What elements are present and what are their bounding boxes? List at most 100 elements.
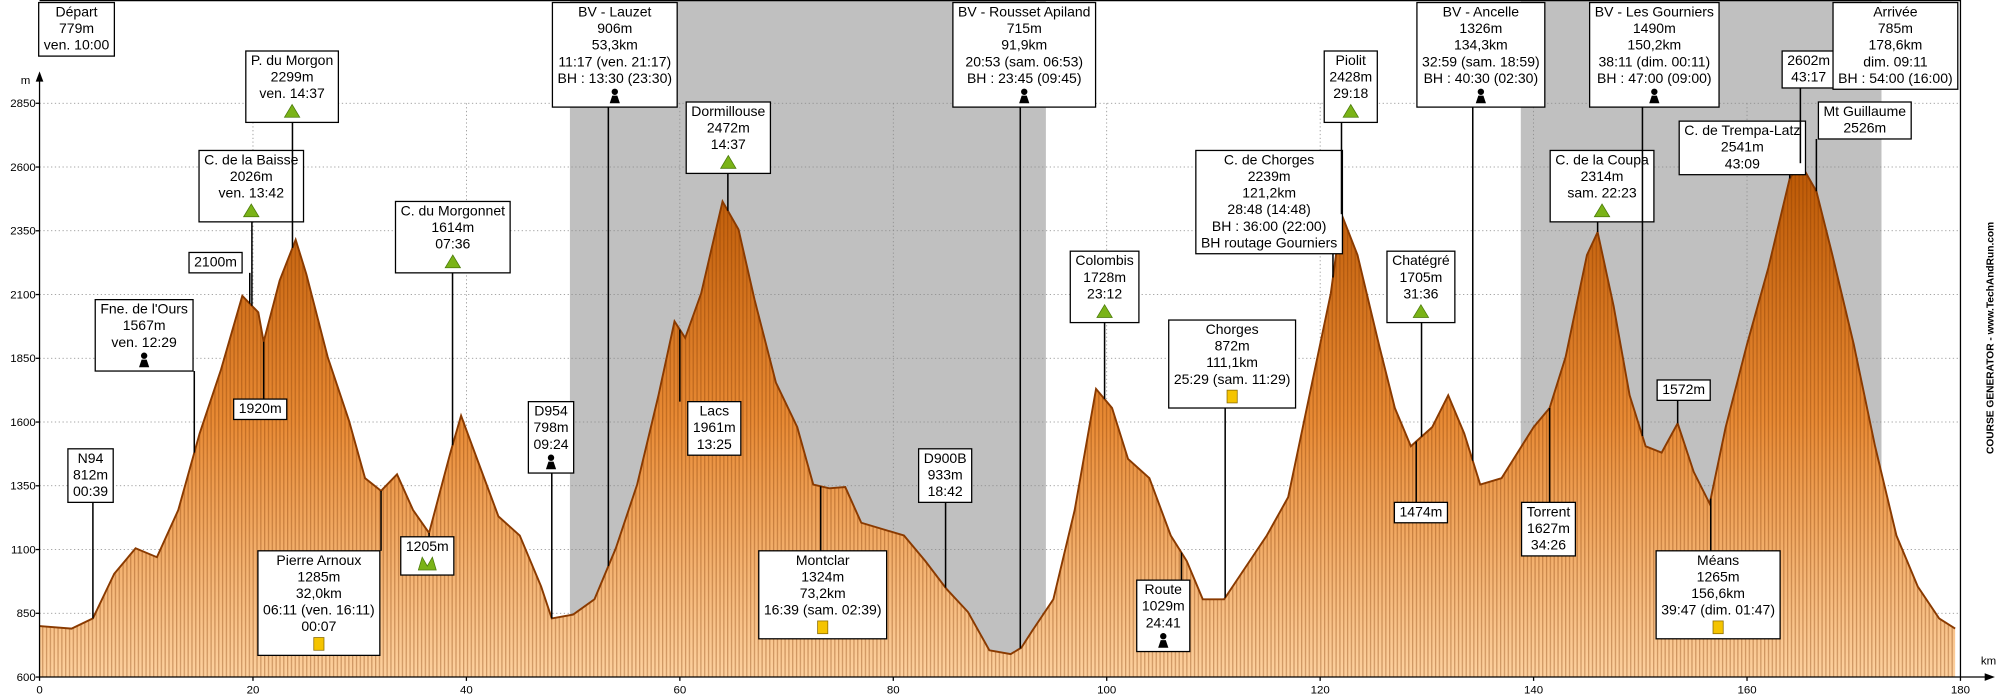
staff-icon-body xyxy=(545,461,557,470)
col-icon xyxy=(417,556,437,571)
waypoint-text: Arrivée xyxy=(1873,4,1918,20)
waypoint-box xyxy=(1781,50,1836,89)
waypoint-text: 34:26 xyxy=(1531,537,1566,553)
waypoint-text: 24:41 xyxy=(1146,614,1181,630)
x-tick-label: 20 xyxy=(247,685,260,697)
staff-icon-body xyxy=(1158,640,1169,648)
waypoint-text: 1627m xyxy=(1527,520,1570,536)
waypoint-text: Torrent xyxy=(1527,503,1571,519)
waypoint-box xyxy=(400,536,455,576)
waypoint-text: BH : 36:00 (22:00) xyxy=(1212,218,1327,234)
waypoint-text: Mt Guillaume xyxy=(1824,103,1907,119)
waypoint-text: 73,2km xyxy=(800,585,846,601)
waypoint-box xyxy=(685,101,772,175)
y-axis-label: m xyxy=(21,75,31,87)
drink-icon xyxy=(313,637,325,651)
y-tick-label: 1350 xyxy=(10,481,36,493)
waypoint-text: N94 xyxy=(78,450,104,466)
waypoint-text: 2100m xyxy=(194,253,237,269)
waypoint-text: Route xyxy=(1145,581,1183,597)
x-tick-label: 60 xyxy=(673,685,686,697)
frame-layer: 600 850 1100 1350 1600 1850 2100 2350 2600 2850 0 2… xyxy=(10,0,1997,697)
peak-icon xyxy=(1593,203,1611,218)
waypoint-text: 18:42 xyxy=(928,483,963,499)
waypoint-text: 39:47 (dim. 01:47) xyxy=(1661,602,1775,618)
waypoint-text: 13:25 xyxy=(697,436,732,452)
y-tick-label: 2600 xyxy=(10,162,36,174)
waypoint-text: 31:36 xyxy=(1403,285,1438,301)
waypoint-text: BV - Ancelle xyxy=(1443,4,1520,20)
waypoint-text: 43:09 xyxy=(1725,155,1760,171)
waypoint-text: 28:48 (14:48) xyxy=(1227,201,1310,217)
x-tick-label: 0 xyxy=(36,685,42,697)
x-tick-label: 160 xyxy=(1737,685,1756,697)
waypoint-box xyxy=(527,401,575,474)
waypoint-box xyxy=(188,251,243,274)
waypoint-text: dim. 09:11 xyxy=(1863,53,1928,69)
waypoint-box xyxy=(1520,501,1577,557)
waypoint-text: Piolit xyxy=(1336,52,1366,68)
waypoint-text: BV - Les Gourniers xyxy=(1595,4,1714,20)
drink-icon xyxy=(817,620,829,635)
staff-icon-head xyxy=(140,352,148,359)
waypoint-text: 23:12 xyxy=(1087,285,1122,301)
waypoint-text: 134,3km xyxy=(1454,37,1508,53)
y-tick-label: 850 xyxy=(17,608,36,620)
waypoint-text: 1920m xyxy=(239,400,282,416)
waypoint-box xyxy=(1195,149,1344,255)
waypoint-text: 1490m xyxy=(1633,20,1676,36)
waypoint-text: Chatégré xyxy=(1392,252,1450,268)
waypoint-text: 872m xyxy=(1215,338,1250,354)
waypoint-text: 00:07 xyxy=(301,618,336,634)
waypoint-text: BH routage Gourniers xyxy=(1201,234,1337,250)
waypoint-box xyxy=(67,448,114,504)
staff-icon-body xyxy=(139,359,150,368)
x-tick-label: 120 xyxy=(1311,685,1330,697)
staff-icon-head xyxy=(1651,88,1658,95)
peak-icon xyxy=(1096,303,1113,318)
waypoint-text: 1614m xyxy=(431,219,474,235)
waypoint-text: 09:24 xyxy=(533,436,568,452)
waypoint-text: D954 xyxy=(534,403,568,419)
waypoint-text: 2428m xyxy=(1329,69,1372,85)
waypoint-text: Pierre Arnoux xyxy=(276,552,361,568)
waypoint-text: 06:11 (ven. 16:11) xyxy=(263,602,375,618)
waypoint-box xyxy=(1136,579,1191,653)
waypoint-text: 53,3km xyxy=(592,37,638,53)
waypoint-text: 150,2km xyxy=(1627,37,1681,53)
waypoint-text: BH : 13:30 (23:30) xyxy=(558,70,673,86)
waypoint-text: 2299m xyxy=(271,69,314,85)
staff-icon-body xyxy=(1019,95,1030,104)
x-axis-arrow xyxy=(1984,673,1995,681)
waypoint-text: 43:17 xyxy=(1791,69,1826,85)
waypoint-text: 2239m xyxy=(1248,168,1291,184)
waypoint-text: 178,6km xyxy=(1869,37,1923,53)
waypoint-text: P. du Morgon xyxy=(251,52,333,68)
waypoint-text: C. de Trempa-Latz xyxy=(1684,122,1800,138)
waypoint-text: 25:29 (sam. 11:29) xyxy=(1174,371,1291,387)
waypoint-text: 798m xyxy=(533,419,568,435)
waypoint-text: C. de la Coupa xyxy=(1555,151,1649,167)
waypoint-text: Colombis xyxy=(1075,252,1133,268)
y-tick-label: 1100 xyxy=(11,544,36,556)
waypoint-text: 779m xyxy=(59,20,94,36)
y-tick-label: 2350 xyxy=(10,226,36,238)
waypoint-text: 2526m xyxy=(1843,120,1886,136)
waypoint-text: 1205m xyxy=(406,538,449,554)
peak-icon xyxy=(242,203,260,218)
waypoint-text: 715m xyxy=(1007,20,1042,36)
staff-icon-head xyxy=(1021,88,1028,95)
waypoint-text: D900B xyxy=(924,450,967,466)
drink-icon xyxy=(1712,620,1724,635)
waypoint-text: 812m xyxy=(73,466,108,482)
waypoint-box xyxy=(1678,120,1807,176)
waypoint-box xyxy=(1656,379,1711,402)
staff-icon-head xyxy=(1477,88,1485,95)
waypoint-text: 111,1km xyxy=(1206,354,1258,370)
waypoint-text: 1326m xyxy=(1459,20,1502,36)
waypoint-text: ven. 13:42 xyxy=(219,185,285,201)
x-tick-label: 180 xyxy=(1951,685,1970,697)
y-tick-label: 2100 xyxy=(10,289,36,301)
